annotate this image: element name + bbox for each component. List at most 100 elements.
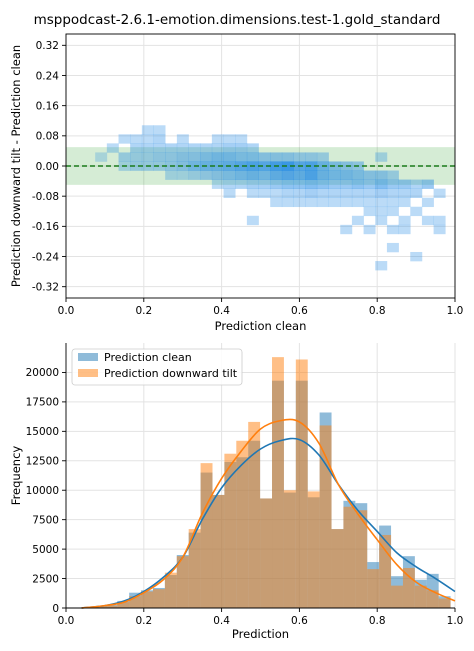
- heatmap-cell: [223, 179, 236, 189]
- x-tick-label: 1.0: [447, 615, 464, 627]
- legend-swatch-downward-tilt: [78, 369, 98, 377]
- heatmap-cell: [421, 179, 434, 189]
- heatmap-cell: [165, 152, 178, 162]
- heatmap-cell: [386, 206, 399, 217]
- bar-prediction-downward-tilt: [295, 359, 308, 608]
- heatmap-cell: [363, 197, 376, 208]
- heatmap-cell: [270, 170, 283, 180]
- heatmap-cell: [386, 197, 399, 208]
- heatmap-cell: [211, 170, 224, 180]
- heatmap-cell: [316, 188, 329, 198]
- heatmap-cell: [211, 161, 224, 171]
- heatmap-cell: [433, 188, 446, 198]
- heatmap-cell: [375, 197, 388, 208]
- heatmap-cell: [118, 134, 131, 144]
- heatmap-cell: [281, 197, 294, 208]
- heatmap-cell: [258, 161, 271, 171]
- heatmap-cell: [118, 152, 131, 162]
- x-tick-label: 0.4: [213, 305, 230, 317]
- legend-swatch-clean: [78, 353, 98, 361]
- heatmap-cell: [305, 170, 318, 180]
- heatmap-cell: [398, 215, 411, 226]
- heatmap-cell: [95, 152, 108, 162]
- bar-prediction-downward-tilt: [331, 529, 344, 608]
- heatmap-cell: [328, 179, 341, 189]
- heatmap-cell: [246, 143, 259, 153]
- heatmap-cell: [141, 134, 154, 144]
- heatmap-cell: [340, 188, 353, 198]
- x-tick-label: 0.0: [58, 305, 75, 317]
- heatmap-cell: [410, 251, 423, 262]
- heatmap-cell: [363, 206, 376, 217]
- bar-prediction-downward-tilt: [236, 440, 249, 608]
- heatmap-cell: [375, 152, 388, 162]
- heatmap-cell: [165, 143, 178, 153]
- kde-line-downward-tilt: [81, 418, 456, 609]
- heatmap-cell: [410, 206, 423, 217]
- heatmap-cells: [95, 125, 446, 271]
- heatmap-cell: [176, 134, 189, 144]
- y-tick-label: 7500: [32, 514, 59, 526]
- bar-prediction-downward-tilt: [343, 506, 356, 608]
- histogram-y-axis-label: Frequency: [9, 446, 23, 506]
- heatmap-cell: [211, 134, 224, 144]
- x-tick-label: 0.6: [291, 615, 308, 627]
- bar-prediction-downward-tilt: [379, 534, 392, 608]
- heatmap-cell: [305, 161, 318, 171]
- heatmap-cell: [316, 179, 329, 189]
- heatmap-cell: [141, 125, 154, 135]
- heatmap-cell: [386, 188, 399, 198]
- heatmap-axes: 0.0 0.2 0.4 0.6 0.8 1.0 0.32 0.24 0.16 0.08 0.00 -0…: [32, 33, 463, 317]
- heatmap-cell: [223, 170, 236, 180]
- heatmap-cell: [211, 143, 224, 153]
- bar-prediction-downward-tilt: [129, 596, 142, 608]
- y-tick-label: -0.16: [32, 221, 59, 233]
- bar-prediction-downward-tilt: [391, 585, 403, 608]
- heatmap-cell: [235, 170, 248, 180]
- heatmap-y-axis-label: Prediction downward tilt - Prediction cl…: [9, 45, 23, 287]
- heatmap-cell: [293, 197, 306, 208]
- heatmap-cell: [130, 134, 143, 144]
- heatmap-cell: [305, 179, 318, 189]
- x-tick-label: 0.8: [369, 305, 386, 317]
- heatmap-cell: [398, 188, 411, 198]
- y-tick-label: 0.00: [36, 161, 59, 173]
- heatmap-cell: [386, 170, 399, 180]
- bar-prediction-downward-tilt: [117, 602, 130, 608]
- x-tick-label: 0.8: [369, 615, 386, 627]
- heatmap-cell: [258, 188, 271, 198]
- bar-prediction-downward-tilt: [283, 490, 296, 608]
- heatmap-cell: [305, 152, 318, 162]
- heatmap-cell: [293, 152, 306, 162]
- heatmap-cell: [410, 179, 423, 189]
- bar-prediction-downward-tilt: [188, 529, 201, 608]
- heatmap-cell: [316, 197, 329, 208]
- heatmap-cell: [281, 161, 294, 171]
- heatmap-cell: [270, 152, 283, 162]
- heatmap-cell: [281, 188, 294, 198]
- x-tick-label: 0.2: [135, 615, 152, 627]
- legend-box: [71, 348, 243, 386]
- bar-prediction-downward-tilt: [164, 572, 177, 608]
- heatmap-cell: [176, 152, 189, 162]
- y-tick-label: 5000: [32, 544, 59, 556]
- heatmap-cell: [293, 179, 306, 189]
- heatmap-cell: [363, 224, 376, 235]
- heatmap-cell: [305, 197, 318, 208]
- heatmap-cell: [293, 188, 306, 198]
- heatmap-cell: [351, 188, 364, 198]
- heatmap-cell: [421, 215, 434, 226]
- heatmap-cell: [340, 170, 353, 180]
- legend-label-downward-tilt: Prediction downward tilt: [104, 367, 238, 380]
- bar-prediction-downward-tilt: [426, 590, 439, 608]
- histogram-x-axis-label: Prediction: [232, 627, 289, 641]
- heatmap-cell: [258, 170, 271, 180]
- kde-curves: [81, 418, 456, 609]
- heatmap-cell: [246, 188, 259, 198]
- y-tick-label: 2500: [32, 573, 59, 585]
- heatmap-cell: [386, 224, 399, 235]
- bar-prediction-downward-tilt: [152, 589, 165, 608]
- heatmap-cell: [235, 179, 248, 189]
- x-tick-label: 0.2: [135, 305, 152, 317]
